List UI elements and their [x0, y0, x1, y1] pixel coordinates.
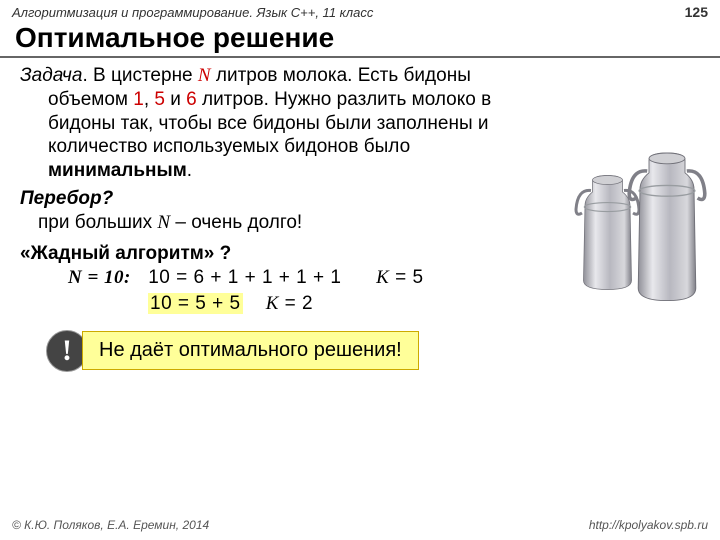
content-area: Задача. В цистерне N литров молока. Есть… [0, 64, 720, 372]
copyright: © К.Ю. Поляков, Е.А. Еремин, 2014 [12, 518, 209, 532]
task-label: Задача [20, 65, 82, 86]
milk-cans-image [562, 134, 712, 316]
warning-callout: ! Не даёт оптимального решения! [46, 330, 700, 372]
header-bar: Алгоритмизация и программирование. Язык … [0, 0, 720, 22]
footer-url: http://kpolyakov.spb.ru [589, 518, 708, 532]
footer: © К.Ю. Поляков, Е.А. Еремин, 2014 http:/… [0, 518, 720, 532]
variable-N: N [198, 65, 211, 86]
warning-text: Не даёт оптимального решения! [82, 331, 419, 370]
slide-title: Оптимальное решение [0, 22, 720, 58]
breadcrumb: Алгоритмизация и программирование. Язык … [12, 5, 373, 20]
page-number: 125 [685, 4, 708, 20]
